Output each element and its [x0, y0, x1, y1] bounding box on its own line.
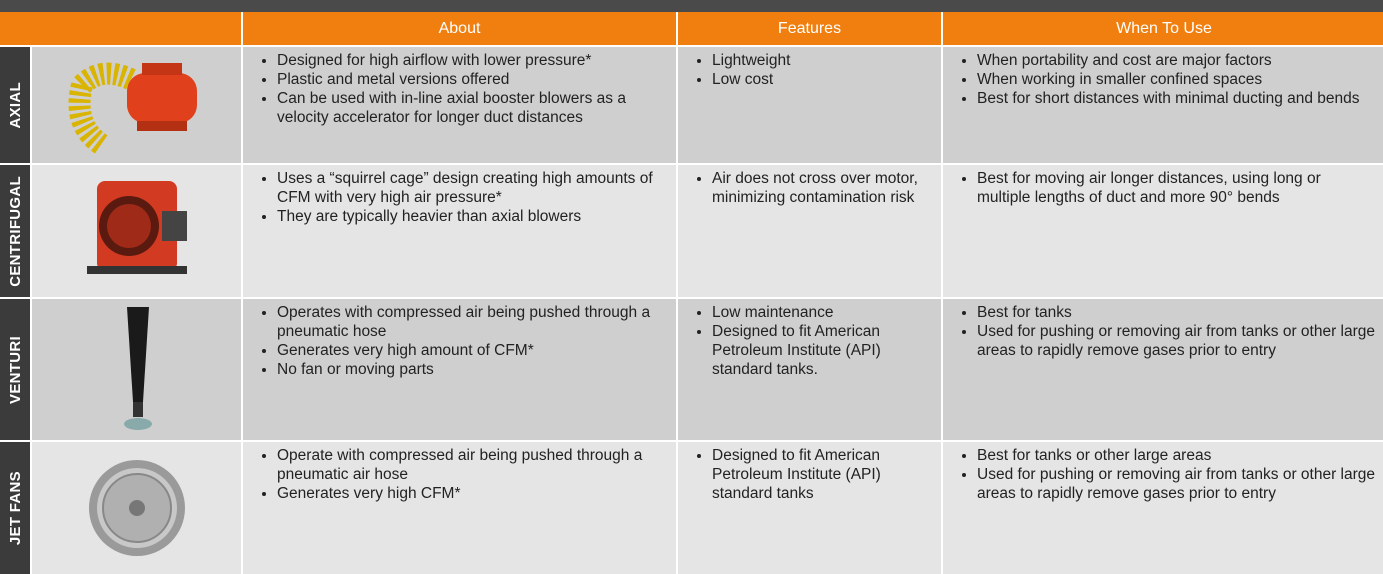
top-bar [0, 0, 1383, 12]
column-header: Features [678, 12, 941, 45]
bullet-item: Designed to fit American Petroleum Insti… [712, 446, 933, 503]
bullet-item: Designed for high airflow with lower pre… [277, 51, 668, 70]
when-cell: Best for tanks or other large areasUsed … [943, 442, 1383, 574]
bullet-item: Generates very high amount of CFM* [277, 341, 668, 360]
bullet-item: When portability and cost are major fact… [977, 51, 1377, 70]
bullet-item: Best for tanks [977, 303, 1377, 322]
row-label-text: JET FANS [6, 470, 24, 546]
features-cell: Low maintenanceDesigned to fit American … [678, 299, 941, 440]
product-image [32, 442, 241, 574]
about-cell: Designed for high airflow with lower pre… [243, 47, 676, 163]
when-cell: Best for tanksUsed for pushing or removi… [943, 299, 1383, 440]
bullet-list: Designed for high airflow with lower pre… [251, 51, 668, 127]
bullet-item: Best for tanks or other large areas [977, 446, 1377, 465]
product-picture [123, 307, 152, 430]
bullet-item: Generates very high CFM* [277, 484, 668, 503]
about-cell: Operates with compressed air being pushe… [243, 299, 676, 440]
bullet-list: Best for moving air longer distances, us… [951, 169, 1377, 207]
features-cell: Air does not cross over motor, minimizin… [678, 165, 941, 297]
row-label: CENTRIFUGAL [0, 165, 30, 297]
bullet-list: When portability and cost are major fact… [951, 51, 1377, 108]
bullet-item: Best for short distances with minimal du… [977, 89, 1377, 108]
bullet-item: Plastic and metal versions offered [277, 70, 668, 89]
bullet-item: When working in smaller confined spaces [977, 70, 1377, 89]
product-image [32, 299, 241, 440]
bullet-item: No fan or moving parts [277, 360, 668, 379]
product-picture [86, 181, 187, 274]
when-cell: When portability and cost are major fact… [943, 47, 1383, 163]
bullet-item: Operates with compressed air being pushe… [277, 303, 668, 341]
bullet-item: Air does not cross over motor, minimizin… [712, 169, 933, 207]
bullet-item: Used for pushing or removing air from ta… [977, 465, 1377, 503]
row-label: VENTURI [0, 299, 30, 440]
about-cell: Uses a “squirrel cage” design creating h… [243, 165, 676, 297]
product-picture [88, 460, 185, 556]
bullet-list: Best for tanksUsed for pushing or removi… [951, 303, 1377, 360]
about-cell: Operate with compressed air being pushed… [243, 442, 676, 574]
bullet-item: Lightweight [712, 51, 933, 70]
bullet-item: Designed to fit American Petroleum Insti… [712, 322, 933, 379]
product-image [32, 47, 241, 163]
bullet-list: LightweightLow cost [686, 51, 933, 89]
bullet-item: Low cost [712, 70, 933, 89]
bullet-item: Used for pushing or removing air from ta… [977, 322, 1377, 360]
bullet-item: Operate with compressed air being pushed… [277, 446, 668, 484]
product-picture [68, 62, 197, 155]
product-image [32, 165, 241, 297]
bullet-item: Uses a “squirrel cage” design creating h… [277, 169, 668, 207]
comparison-table: About Features When To Use AXIAL Designed… [0, 12, 1383, 574]
row-label-text: VENTURI [6, 335, 24, 404]
bullet-list: Designed to fit American Petroleum Insti… [686, 446, 933, 503]
row-label: AXIAL [0, 47, 30, 163]
corner-header [0, 12, 241, 45]
bullet-item: They are typically heavier than axial bl… [277, 207, 668, 226]
bullet-list: Operates with compressed air being pushe… [251, 303, 668, 379]
bullet-list: Air does not cross over motor, minimizin… [686, 169, 933, 207]
column-header: About [243, 12, 676, 45]
row-label-text: AXIAL [6, 81, 24, 129]
when-cell: Best for moving air longer distances, us… [943, 165, 1383, 297]
bullet-list: Uses a “squirrel cage” design creating h… [251, 169, 668, 226]
row-label: JET FANS [0, 442, 30, 574]
bullet-list: Operate with compressed air being pushed… [251, 446, 668, 503]
bullet-item: Low maintenance [712, 303, 933, 322]
features-cell: LightweightLow cost [678, 47, 941, 163]
bullet-list: Best for tanks or other large areasUsed … [951, 446, 1377, 503]
bullet-list: Low maintenanceDesigned to fit American … [686, 303, 933, 379]
column-header: When To Use [943, 12, 1383, 45]
bullet-item: Best for moving air longer distances, us… [977, 169, 1377, 207]
bullet-item: Can be used with in-line axial booster b… [277, 89, 668, 127]
row-label-text: CENTRIFUGAL [6, 175, 24, 287]
features-cell: Designed to fit American Petroleum Insti… [678, 442, 941, 574]
